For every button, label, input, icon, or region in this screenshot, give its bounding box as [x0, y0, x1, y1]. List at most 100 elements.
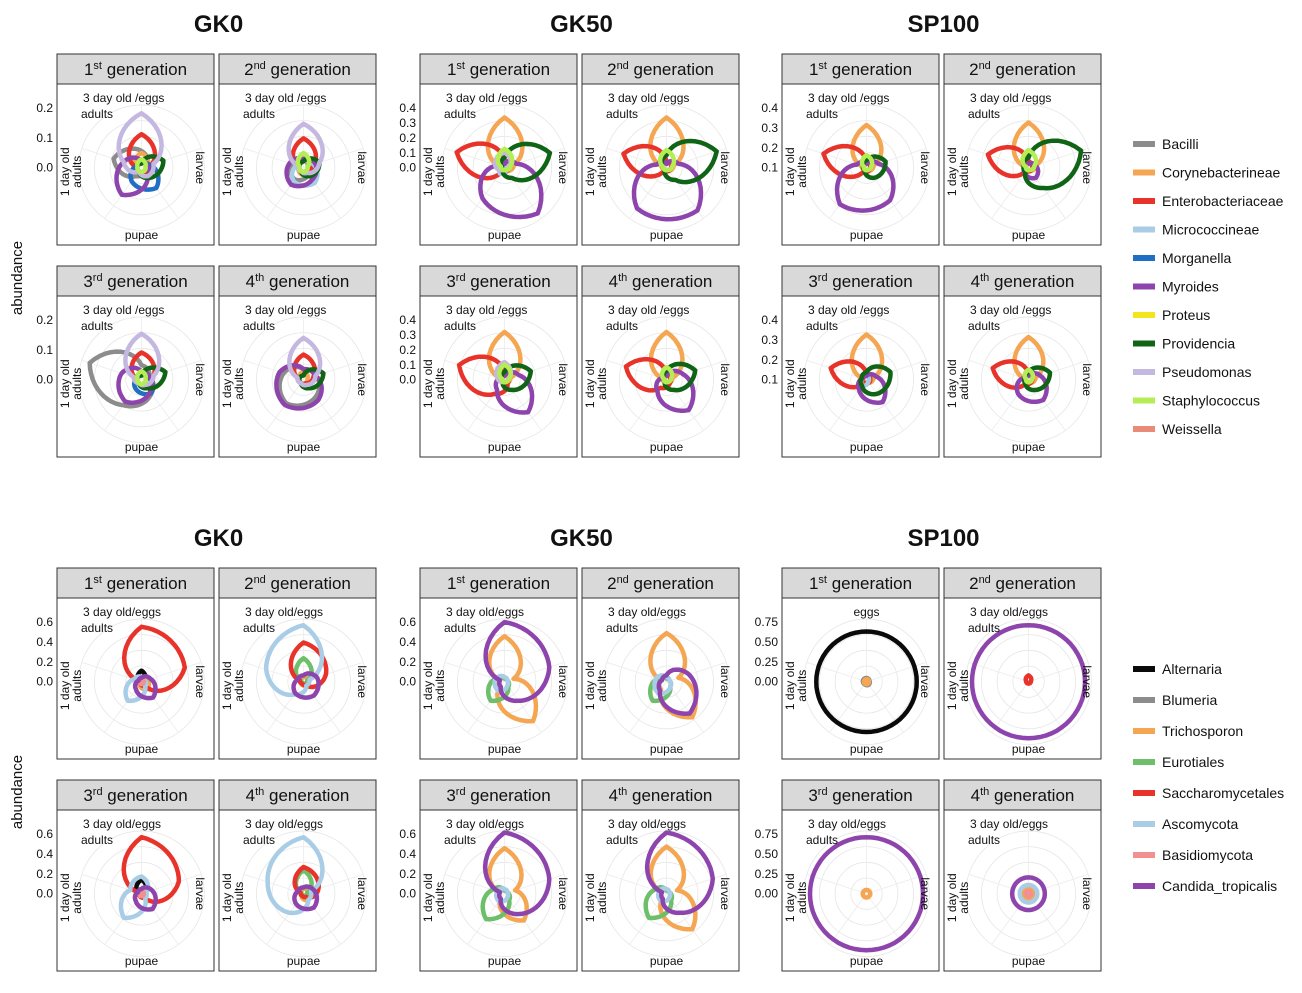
panel-strip-label: 3rd generation: [83, 272, 187, 291]
panel-GK50-gen3: 3rd generation 0.0 0.2 0.4 0.6 3 day old/eggs…: [399, 779, 578, 972]
legend-swatch-Saccharomycetales: [1133, 790, 1155, 796]
legend-label-Pseudomonas: Pseudomonas: [1162, 364, 1252, 380]
label-larvae: larvae: [193, 363, 207, 396]
r-tick-label: 0.1: [761, 373, 778, 387]
r-tick-label: 0.0: [399, 373, 416, 387]
label-eggs: 3 day old /eggs: [83, 303, 164, 317]
r-tick-label: 0.1: [36, 131, 53, 145]
series-Staphylococcus: [657, 147, 677, 173]
grid-spoke: [866, 893, 904, 945]
label-adults3: adults: [243, 319, 275, 333]
panel-strip-label: 2nd generation: [607, 60, 714, 79]
panel-strip: [581, 53, 740, 85]
label-adults1b: adults: [957, 368, 971, 400]
legend-swatch-Trichosporon: [1133, 728, 1155, 734]
label-adults3: adults: [444, 319, 476, 333]
label-pupae: pupae: [850, 742, 884, 756]
label-adults3: adults: [606, 621, 638, 635]
panel-strip: [943, 567, 1102, 599]
series-Candida_tropicalis: [807, 834, 926, 953]
label-pupae: pupae: [287, 954, 321, 968]
r-tick-label: 0.50: [755, 635, 779, 649]
r-tick-label: 0.0: [399, 675, 416, 689]
panel-strip: [781, 265, 940, 297]
panel-strip: [56, 779, 215, 811]
legend-label-Myroides: Myroides: [1162, 279, 1219, 295]
legend-swatch-Basidiomycota: [1133, 852, 1155, 858]
panel-GK50-gen2: 2nd generation 3 day old/eggs adults larvae…: [581, 567, 740, 760]
label-adults3: adults: [968, 319, 1000, 333]
label-adults1b: adults: [70, 670, 84, 702]
group-title-GK50: GK50: [550, 525, 613, 552]
series-Candida_tropicalis: [132, 885, 158, 912]
panel-SP100-gen4: 4th generation 3 day old/eggs adults larvae…: [943, 779, 1102, 972]
label-eggs: 3 day old /eggs: [446, 303, 527, 317]
r-tick-label: 0.0: [399, 161, 416, 175]
label-adults1: 1 day old: [58, 359, 72, 408]
label-pupae: pupae: [650, 228, 684, 242]
label-adults1: 1 day old: [945, 359, 959, 408]
label-adults1b: adults: [70, 156, 84, 188]
r-tick-label: 0.2: [399, 131, 416, 145]
grid-spoke: [303, 681, 341, 733]
series-Trichosporon: [861, 676, 872, 687]
label-adults1b: adults: [232, 882, 246, 914]
label-adults3: adults: [444, 621, 476, 635]
label-adults3: adults: [606, 319, 638, 333]
panel-SP100-gen2: 2nd generation 3 day old /eggs adults larva…: [943, 53, 1102, 246]
label-adults3: adults: [444, 833, 476, 847]
panel-strip-label: 1st generation: [809, 574, 912, 593]
panel-GK0-gen2: 2nd generation 3 day old/eggs adults larvae…: [218, 567, 377, 760]
legend-swatch-Ascomycota: [1133, 821, 1155, 827]
panel-GK50-gen3: 3rd generation 0.00.10.20.30.4 3 day old /…: [399, 265, 578, 458]
series-Staphylococcus: [1022, 367, 1036, 385]
panel-strip-label: 3rd generation: [808, 272, 912, 291]
panel-strip-label: 1st generation: [84, 60, 187, 79]
panel-SP100-gen2: 2nd generation 3 day old/eggs adults larvae…: [943, 567, 1102, 760]
label-eggs: 3 day old/eggs: [83, 817, 161, 831]
label-adults1: 1 day old: [220, 359, 234, 408]
label-adults3: adults: [243, 107, 275, 121]
panel-SP100-gen1: 1st generation 0.1 0.2 0.3 0.4 3 day old /egg…: [761, 53, 940, 246]
series-Candida_tropicalis: [132, 674, 158, 701]
r-tick-label: 0.2: [36, 313, 53, 327]
r-tick-label: 0.6: [399, 827, 416, 841]
r-tick-label: 0.2: [399, 343, 416, 357]
r-tick-label: 0.4: [36, 847, 53, 861]
series-Staphylococcus: [659, 364, 675, 385]
label-larvae: larvae: [918, 665, 932, 698]
grid-spoke: [266, 167, 304, 219]
series-Candida_tropicalis: [292, 884, 320, 912]
grid-spoke: [243, 873, 304, 895]
r-tick-label: 0.4: [399, 847, 416, 861]
r-tick-label: 0.50: [755, 847, 779, 861]
r-tick-label: 0.4: [399, 635, 416, 649]
series-Staphylococcus: [1020, 147, 1039, 173]
label-adults1: 1 day old: [945, 147, 959, 196]
label-larvae: larvae: [718, 877, 732, 910]
label-eggs: 3 day old/eggs: [608, 817, 686, 831]
panel-strip-label: 3rd generation: [446, 272, 550, 291]
panel-strip-label: 2nd generation: [244, 60, 351, 79]
panel-strip: [419, 779, 578, 811]
legend-label-Ascomycota: Ascomycota: [1162, 816, 1238, 832]
label-adults3: adults: [806, 319, 838, 333]
label-larvae: larvae: [556, 151, 570, 184]
r-tick-label: 0.0: [399, 887, 416, 901]
series-Staphylococcus: [497, 362, 513, 385]
legend-label-Providencia: Providencia: [1162, 336, 1235, 352]
legend-label-Candida_tropicalis: Candida_tropicalis: [1162, 878, 1277, 894]
label-adults1b: adults: [232, 156, 246, 188]
legend-label-Bacilli: Bacilli: [1162, 136, 1199, 152]
r-tick-label: 0.6: [399, 615, 416, 629]
label-adults1: 1 day old: [421, 873, 435, 922]
r-tick-label: 0.1: [761, 161, 778, 175]
legend-label-Blumeria: Blumeria: [1162, 692, 1217, 708]
label-pupae: pupae: [125, 440, 159, 454]
panel-strip: [419, 53, 578, 85]
label-pupae: pupae: [488, 954, 522, 968]
label-pupae: pupae: [287, 742, 321, 756]
legend-label-Basidiomycota: Basidiomycota: [1162, 847, 1253, 863]
label-adults1b: adults: [957, 882, 971, 914]
label-adults1b: adults: [433, 156, 447, 188]
